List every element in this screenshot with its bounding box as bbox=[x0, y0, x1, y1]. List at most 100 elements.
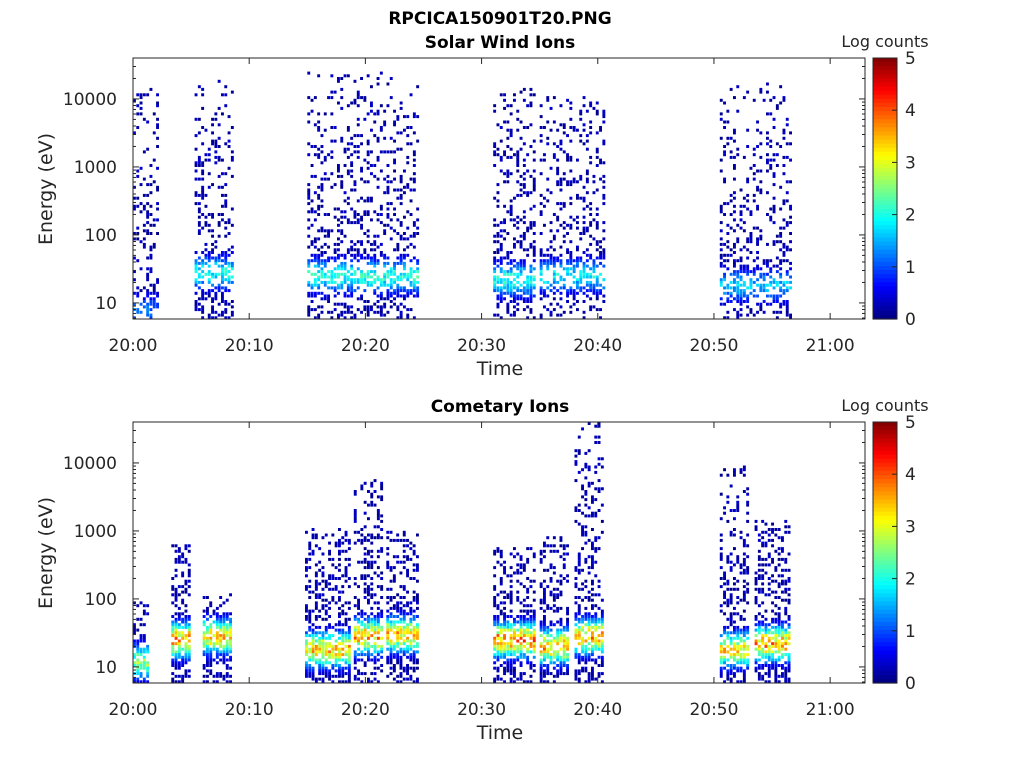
heatmap-cell bbox=[759, 131, 763, 135]
heatmap-cell bbox=[513, 223, 516, 227]
heatmap-cell bbox=[187, 571, 191, 575]
heatmap-cell bbox=[503, 297, 506, 301]
heatmap-cell bbox=[746, 180, 750, 184]
heatmap-cell bbox=[353, 253, 357, 257]
heatmap-cell bbox=[403, 294, 406, 298]
heatmap-cell bbox=[723, 302, 726, 306]
heatmap-cell bbox=[224, 270, 228, 274]
heatmap-cell bbox=[766, 142, 769, 146]
heatmap-cell bbox=[516, 590, 520, 594]
heatmap-cell bbox=[723, 661, 726, 665]
heatmap-cell bbox=[333, 286, 337, 290]
heatmap-cell bbox=[187, 655, 191, 659]
heatmap-cell bbox=[360, 528, 364, 531]
heatmap-cell bbox=[785, 191, 789, 195]
heatmap-cell bbox=[307, 120, 311, 124]
heatmap-cell bbox=[225, 680, 229, 684]
heatmap-cell bbox=[785, 305, 789, 309]
heatmap-cell bbox=[742, 590, 746, 594]
heatmap-cell bbox=[353, 577, 357, 580]
heatmap-cell bbox=[197, 275, 201, 279]
heatmap-cell bbox=[206, 628, 209, 632]
colorbar-swatch bbox=[873, 306, 897, 312]
heatmap-cell bbox=[337, 164, 340, 167]
heatmap-cell bbox=[174, 642, 178, 646]
heatmap-cell bbox=[509, 218, 513, 222]
heatmap-cell bbox=[559, 305, 563, 309]
heatmap-cell bbox=[310, 300, 314, 303]
heatmap-cell bbox=[733, 655, 736, 659]
heatmap-cell bbox=[506, 210, 510, 214]
heatmap-cell bbox=[177, 642, 181, 646]
heatmap-cell bbox=[376, 620, 380, 624]
heatmap-cell bbox=[136, 628, 140, 632]
heatmap-cell bbox=[396, 275, 400, 279]
heatmap-cell bbox=[556, 579, 560, 583]
heatmap-cell bbox=[772, 174, 776, 178]
heatmap-cell bbox=[310, 164, 314, 167]
heatmap-cell bbox=[346, 251, 350, 254]
heatmap-cell bbox=[202, 639, 206, 643]
heatmap-cell bbox=[789, 221, 792, 225]
heatmap-cell bbox=[723, 272, 726, 276]
heatmap-cell bbox=[566, 251, 569, 254]
heatmap-cell bbox=[310, 259, 314, 263]
heatmap-cell bbox=[723, 647, 726, 651]
heatmap-cell bbox=[562, 557, 566, 561]
heatmap-cell bbox=[779, 289, 783, 293]
heatmap-cell bbox=[519, 647, 523, 651]
heatmap-cell bbox=[509, 291, 513, 295]
heatmap-cell bbox=[314, 579, 318, 583]
colorbar-swatch bbox=[873, 151, 897, 157]
heatmap-cell bbox=[386, 180, 390, 184]
heatmap-cell bbox=[406, 185, 410, 189]
heatmap-cell bbox=[337, 316, 340, 320]
cometary-title: Cometary Ions bbox=[431, 397, 570, 417]
heatmap-cell bbox=[581, 533, 584, 537]
heatmap-cell bbox=[209, 628, 213, 632]
heatmap-cell bbox=[522, 568, 526, 572]
heatmap-cell bbox=[591, 653, 594, 657]
heatmap-cell bbox=[347, 666, 351, 670]
heatmap-cell bbox=[152, 283, 156, 287]
heatmap-cell bbox=[496, 199, 500, 203]
heatmap-cell bbox=[197, 261, 201, 265]
heatmap-cell bbox=[752, 199, 756, 203]
heatmap-cell bbox=[506, 291, 510, 295]
heatmap-cell bbox=[585, 253, 589, 257]
heatmap-cell bbox=[389, 278, 393, 282]
heatmap-cell bbox=[584, 606, 588, 610]
heatmap-cell bbox=[556, 620, 560, 624]
heatmap-cell bbox=[356, 308, 360, 312]
heatmap-cell bbox=[206, 653, 209, 657]
heatmap-cell bbox=[136, 672, 140, 676]
heatmap-cell bbox=[416, 115, 420, 119]
heatmap-cell bbox=[516, 639, 520, 643]
heatmap-cell bbox=[585, 177, 589, 181]
heatmap-cell bbox=[409, 199, 413, 203]
heatmap-cell bbox=[733, 191, 736, 195]
heatmap-cell bbox=[576, 256, 579, 260]
heatmap-cell bbox=[742, 538, 746, 542]
heatmap-cell bbox=[566, 636, 569, 640]
heatmap-cell bbox=[307, 112, 311, 116]
heatmap-cell bbox=[509, 294, 513, 298]
heatmap-cell bbox=[587, 628, 591, 632]
heatmap-cell bbox=[373, 112, 377, 116]
heatmap-cell bbox=[549, 579, 553, 583]
heatmap-cell bbox=[380, 577, 384, 580]
heatmap-cell bbox=[219, 639, 223, 643]
heatmap-cell bbox=[392, 615, 396, 618]
heatmap-cell bbox=[347, 547, 351, 551]
heatmap-cell bbox=[340, 136, 344, 140]
heatmap-cell bbox=[353, 145, 357, 148]
heatmap-cell bbox=[729, 664, 733, 667]
heatmap-cell bbox=[321, 647, 325, 651]
heatmap-cell bbox=[587, 658, 591, 662]
heatmap-cell bbox=[569, 310, 573, 314]
heatmap-cell bbox=[506, 289, 510, 293]
heatmap-cell bbox=[187, 617, 191, 621]
heatmap-cell bbox=[347, 631, 351, 635]
heatmap-cell bbox=[333, 256, 337, 260]
heatmap-cell bbox=[562, 126, 566, 129]
